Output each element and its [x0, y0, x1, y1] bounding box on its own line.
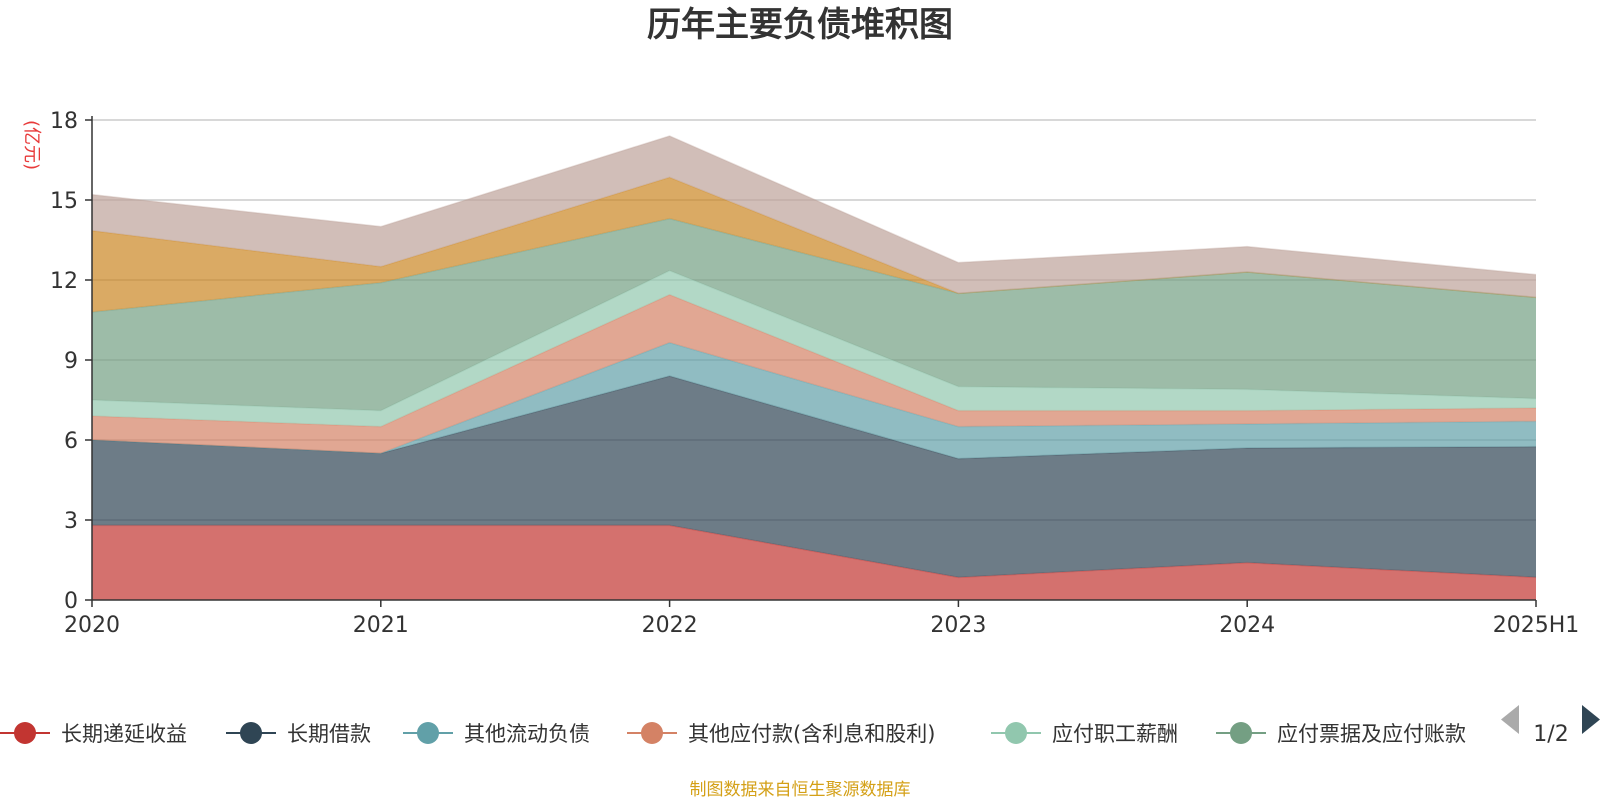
- legend-label: 长期递延收益: [61, 722, 187, 746]
- legend-prev-icon[interactable]: [1501, 705, 1519, 734]
- x-tick-labels: 2020 2021 2022 2023 2024 2025H1: [64, 600, 1579, 638]
- legend-page-indicator: 1/2: [1533, 722, 1568, 747]
- legend-item[interactable]: 应付职工薪酬: [991, 722, 1178, 746]
- area-series-5: [92, 270, 1536, 427]
- legend-marker-icon: [1005, 722, 1027, 744]
- legend-marker-icon: [641, 722, 663, 744]
- x-tick-label: 2023: [930, 613, 986, 638]
- y-tick-label: 3: [64, 509, 78, 534]
- legend-item[interactable]: 其他应付款(含利息和股利): [627, 722, 935, 746]
- area-series-group: [91, 135, 1537, 600]
- area-series-8: [92, 136, 1536, 298]
- legend-item[interactable]: 应付票据及应付账款: [1216, 722, 1466, 746]
- area-series-4: [92, 294, 1536, 454]
- y-tick-label: 12: [50, 269, 78, 294]
- x-tick-label: 2020: [64, 613, 120, 638]
- legend-label: 其他应付款(含利息和股利): [688, 722, 935, 746]
- y-tick-label: 9: [64, 349, 78, 374]
- axes: [91, 116, 1536, 601]
- y-tick-label: 0: [64, 589, 78, 614]
- x-tick-label: 2024: [1219, 613, 1275, 638]
- x-tick-label: 2022: [642, 613, 698, 638]
- data-source-note: 制图数据来自恒生聚源数据库: [690, 780, 911, 800]
- area-series-line-8: [91, 135, 1537, 276]
- area-series-3: [92, 342, 1536, 459]
- legend-item[interactable]: 长期借款: [226, 722, 371, 746]
- x-tick-label: 2025H1: [1493, 613, 1580, 638]
- legend-label: 应付票据及应付账款: [1277, 722, 1466, 746]
- chart-title: 历年主要负债堆积图: [647, 5, 953, 45]
- area-series-7: [92, 177, 1536, 312]
- y-tick-labels: 0 3 6 9 12 15 18: [50, 109, 78, 614]
- legend-item[interactable]: 长期递延收益: [0, 722, 187, 746]
- legend-pager: 1/2: [1501, 705, 1600, 747]
- area-series-1: [92, 525, 1536, 600]
- legend-marker-icon: [240, 722, 262, 744]
- legend-marker-icon: [1230, 722, 1252, 744]
- y-tick-label: 6: [64, 429, 78, 454]
- area-series-2: [92, 376, 1536, 578]
- legend-item[interactable]: 其他流动负债: [403, 722, 590, 746]
- legend-label: 其他流动负债: [464, 722, 590, 746]
- legend-marker-icon: [417, 722, 439, 744]
- legend: 长期递延收益 长期借款 其他流动负债 其他应付款(含利息和股利) 应付职工薪酬 应付票据及…: [0, 722, 1466, 746]
- area-series-line-4: [91, 293, 1537, 428]
- legend-next-icon[interactable]: [1582, 705, 1600, 734]
- x-tick-label: 2021: [353, 613, 409, 638]
- y-tick-label: 15: [50, 189, 78, 214]
- y-axis-label: (亿元): [21, 120, 42, 170]
- legend-label: 应付职工薪酬: [1052, 722, 1178, 746]
- legend-label: 长期借款: [287, 722, 371, 746]
- y-tick-label: 18: [50, 109, 78, 134]
- legend-marker-icon: [14, 722, 36, 744]
